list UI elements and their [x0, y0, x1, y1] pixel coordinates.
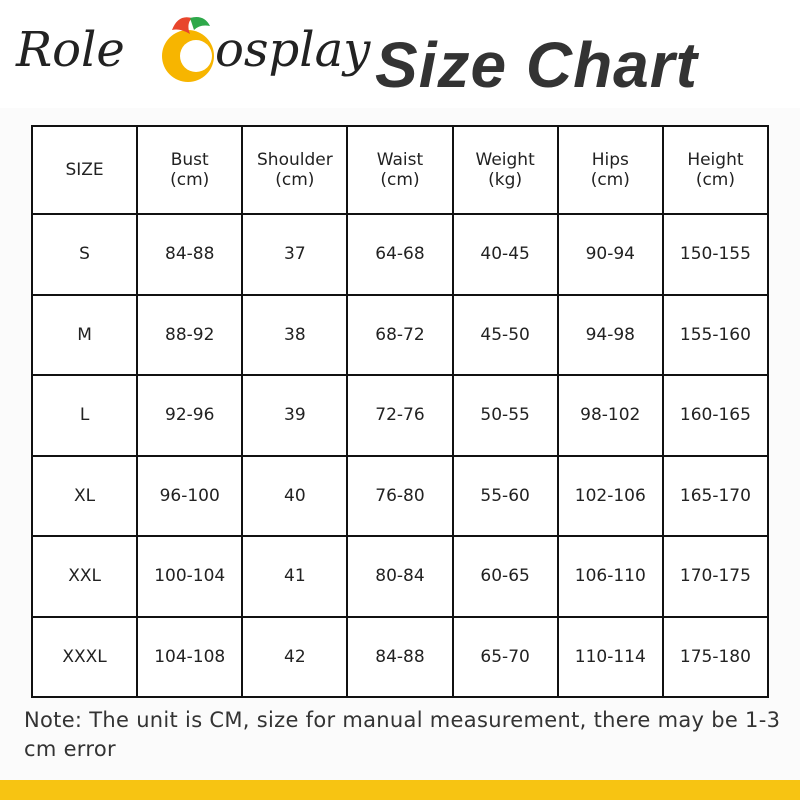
brand-start: Role: [16, 22, 125, 78]
column-header: Shoulder (cm): [241, 125, 349, 215]
table-cell: M: [30, 293, 139, 376]
table-cell: 100-104: [136, 535, 244, 618]
column-name: Hips: [591, 150, 629, 170]
table-cell: 96-100: [136, 454, 244, 537]
table-cell: 90-94: [556, 213, 664, 296]
table-cell: 65-70: [451, 615, 559, 698]
table-cell: 39: [241, 374, 349, 457]
column-header: Waist (cm): [346, 125, 454, 215]
column-header: Height (cm): [661, 125, 770, 215]
table-cell: 37: [241, 213, 349, 296]
table-cell: XXL: [30, 535, 139, 618]
table-cell: 98-102: [556, 374, 664, 457]
title: Size Chart: [375, 29, 698, 101]
column-unit: (cm): [275, 170, 315, 190]
table-cell: 55-60: [451, 454, 559, 537]
table-cell: 42: [241, 615, 349, 698]
table-cell: 40: [241, 454, 349, 537]
table-row: S 84-88 37 64-68 40-45 90-94 150-155: [30, 213, 770, 296]
column-name: SIZE: [65, 160, 104, 180]
column-name: Height: [687, 150, 744, 170]
table-cell: 150-155: [661, 213, 770, 296]
column-name: Waist: [376, 150, 424, 170]
table-cell: 88-92: [136, 293, 244, 376]
column-header: Bust (cm): [136, 125, 244, 215]
column-unit: (cm): [590, 170, 630, 190]
table-cell: XXXL: [30, 615, 139, 698]
table-row: XXXL 104-108 42 84-88 65-70 110-114 175-180: [30, 615, 770, 698]
column-header: SIZE: [30, 125, 139, 215]
table-cell: 64-68: [346, 213, 454, 296]
table-cell: S: [30, 213, 139, 296]
brand-end: osplay: [215, 22, 371, 78]
footer-bar: [0, 780, 800, 800]
table-cell: 155-160: [661, 293, 770, 376]
table-cell: 68-72: [346, 293, 454, 376]
table-cell: 72-76: [346, 374, 454, 457]
column-unit: (cm): [380, 170, 420, 190]
table-row: XL 96-100 40 76-80 55-60 102-106 165-170: [30, 454, 770, 537]
column-unit: (cm): [170, 170, 210, 190]
table-cell: 106-110: [556, 535, 664, 618]
table-row: XXL 100-104 41 80-84 60-65 106-110 170-175: [30, 535, 770, 618]
table-cell: 175-180: [661, 615, 770, 698]
table-cell: 45-50: [451, 293, 559, 376]
table-cell: XL: [30, 454, 139, 537]
table-cell: 110-114: [556, 615, 664, 698]
table-row: L 92-96 39 72-76 50-55 98-102 160-165: [30, 374, 770, 457]
table-cell: 50-55: [451, 374, 559, 457]
header: Role osplay Size Chart: [0, 0, 800, 108]
table-cell: 76-80: [346, 454, 454, 537]
table-cell: 170-175: [661, 535, 770, 618]
table-cell: 104-108: [136, 615, 244, 698]
brand-logo-c: [162, 17, 214, 82]
table-cell: 160-165: [661, 374, 770, 457]
table-cell: 84-88: [346, 615, 454, 698]
note: Note: The unit is CM, size for manual me…: [24, 708, 781, 761]
column-name: Shoulder: [257, 150, 333, 170]
column-name: Weight: [475, 150, 535, 170]
table-cell: 41: [241, 535, 349, 618]
table-row: M 88-92 38 68-72 45-50 94-98 155-160: [30, 293, 770, 376]
table-cell: 80-84: [346, 535, 454, 618]
column-header: Hips (cm): [556, 125, 664, 215]
table-cell: 38: [241, 293, 349, 376]
column-name: Bust: [170, 150, 209, 170]
table-cell: L: [30, 374, 139, 457]
column-unit: (cm): [695, 170, 735, 190]
size-table: SIZE Bust (cm) Shoulder (cm) Waist (cm) Weight(…: [30, 125, 770, 698]
table-cell: 165-170: [661, 454, 770, 537]
table-cell: 92-96: [136, 374, 244, 457]
table-cell: 40-45: [451, 213, 559, 296]
table-cell: 102-106: [556, 454, 664, 537]
header-row: SIZE Bust (cm) Shoulder (cm) Waist (cm) Weight(…: [30, 125, 770, 215]
table-cell: 94-98: [556, 293, 664, 376]
table-cell: 84-88: [136, 213, 244, 296]
column-unit: (kg): [488, 170, 523, 190]
table-cell: 60-65: [451, 535, 559, 618]
column-header: Weight (kg): [451, 125, 559, 215]
